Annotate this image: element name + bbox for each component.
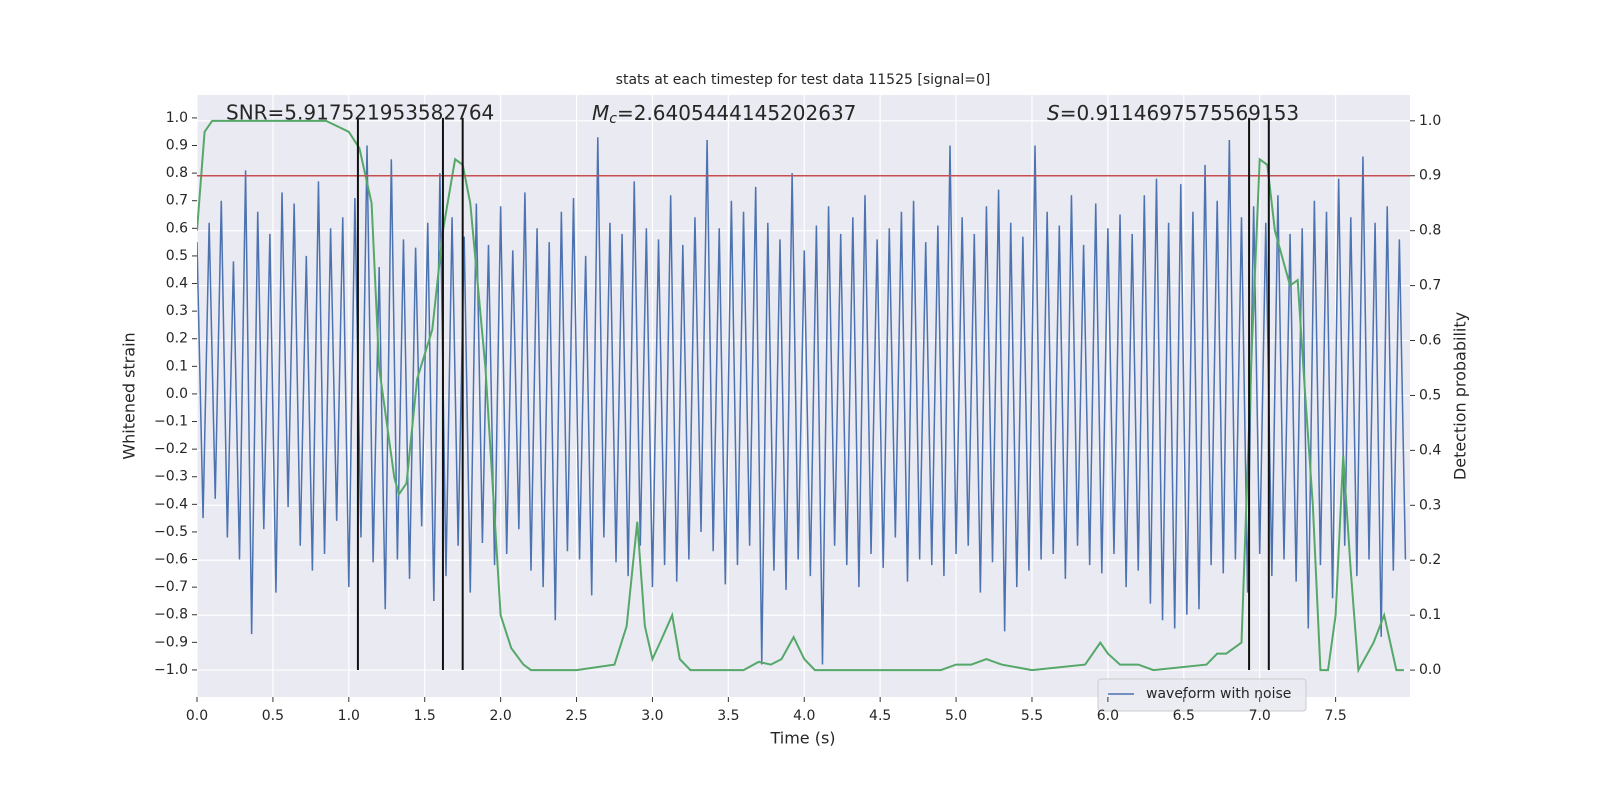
x-tick-label: 4.5 — [869, 708, 891, 724]
y-tick-label: 0.8 — [166, 165, 188, 181]
x-tick-label: 4.0 — [793, 708, 815, 724]
y-tick-label: −0.3 — [154, 469, 188, 485]
annotation-value: =0.9114697575569153 — [1060, 101, 1299, 125]
annotation-symbol: S — [1047, 101, 1060, 125]
y-tick-label: −0.5 — [154, 524, 188, 540]
annotation: SNR=5.917521953582764 — [226, 101, 494, 125]
x-tick-label: 1.5 — [414, 708, 436, 724]
x-tick-label: 0.0 — [186, 708, 208, 724]
annotation-symbol: M — [592, 101, 609, 125]
y2-tick-label: 0.0 — [1419, 662, 1441, 678]
legend-box — [1097, 678, 1307, 712]
x-tick-label: 1.0 — [338, 708, 360, 724]
y-tick-label: 0.9 — [166, 138, 188, 154]
y-tick-label: −0.1 — [154, 414, 188, 430]
y-tick-label: 0.1 — [166, 358, 188, 374]
y-tick-label: 0.3 — [166, 303, 188, 319]
x-tick-label: 5.0 — [945, 708, 967, 724]
legend-label: waveform with noise — [1146, 686, 1291, 702]
y-tick-label: −0.4 — [154, 496, 188, 512]
y2-tick-label: 0.2 — [1419, 552, 1441, 568]
y-axis-label: Whitened strain — [120, 332, 139, 459]
y2-tick-label: 0.5 — [1419, 387, 1441, 403]
marks — [197, 117, 1410, 674]
y2-tick-label: 0.8 — [1419, 223, 1441, 239]
annotation-value: =2.6405444145202637 — [617, 101, 856, 125]
y2-tick-label: 0.4 — [1419, 442, 1441, 458]
y-tick-label: 1.0 — [166, 110, 188, 126]
y2-tick-label: 1.0 — [1419, 113, 1441, 129]
y-tick-label: −0.9 — [154, 634, 188, 650]
chart-title: stats at each timestep for test data 115… — [616, 72, 991, 88]
x-tick-label: 7.0 — [1249, 708, 1271, 724]
y2-tick-label: 0.1 — [1419, 607, 1441, 623]
y-tick-label: 0.2 — [166, 331, 188, 347]
y-tick-label: −0.8 — [154, 607, 188, 623]
y-tick-label: 0.0 — [166, 386, 188, 402]
x-tick-label: 2.5 — [565, 708, 587, 724]
y-tick-label: 0.7 — [166, 193, 188, 209]
x-tick-label: 5.5 — [1021, 708, 1043, 724]
annotation-subscript: c — [609, 111, 617, 127]
y-tick-label: −0.2 — [154, 441, 188, 457]
x-tick-label: 6.0 — [1097, 708, 1119, 724]
legend: waveform with noise — [1097, 678, 1307, 712]
y-tick-label: −1.0 — [154, 662, 188, 678]
y2-tick-label: 0.3 — [1419, 497, 1441, 513]
x-tick-label: 2.0 — [489, 708, 511, 724]
y-tick-label: −0.6 — [154, 552, 188, 568]
x-tick-label: 6.5 — [1173, 708, 1195, 724]
x-tick-label: 0.5 — [262, 708, 284, 724]
x-tick-label: 3.0 — [641, 708, 663, 724]
y-tick-label: 0.5 — [166, 248, 188, 264]
y2-tick-label: 0.7 — [1419, 278, 1441, 294]
y-tick-label: −0.7 — [154, 579, 188, 595]
annotation: S=0.9114697575569153 — [1047, 101, 1299, 125]
waveform-line — [197, 137, 1407, 665]
y-tick-label: 0.4 — [166, 276, 188, 292]
probability-line — [197, 119, 1404, 674]
annotation: Mc=2.6405444145202637 — [592, 101, 856, 128]
x-tick-label: 7.5 — [1324, 708, 1346, 724]
y2-axis-label: Detection probability — [1451, 312, 1470, 480]
y2-tick-label: 0.6 — [1419, 333, 1441, 349]
x-axis-label: Time (s) — [769, 729, 835, 748]
x-tick-label: 3.5 — [717, 708, 739, 724]
y2-tick-label: 0.9 — [1419, 168, 1441, 184]
y-tick-label: 0.6 — [166, 220, 188, 236]
